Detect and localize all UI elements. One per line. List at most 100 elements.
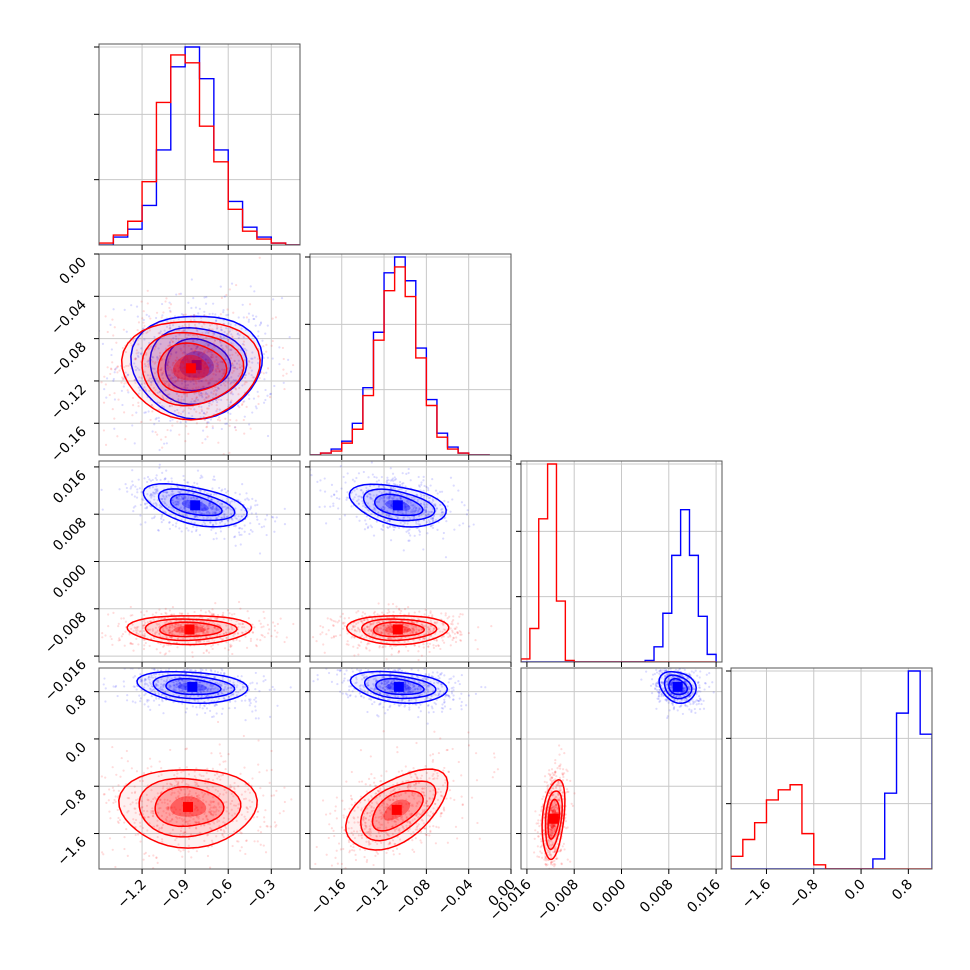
pair-0-1-red-point [199, 351, 203, 354]
pair-1-2-blue-point [318, 505, 321, 509]
pair-0-3-red-point [218, 805, 221, 809]
pair-0-3-blue-contour-2 [165, 677, 222, 696]
pair-0-2-red-point [211, 629, 215, 632]
pair-0-2-blue-point [272, 516, 275, 519]
pair-0-1-blue-point [269, 392, 273, 395]
pair-0-3-blue-point [177, 679, 180, 682]
pair-0-1-blue-point [179, 292, 183, 295]
pair-1-2-red-point [430, 615, 434, 618]
pair-1-2-red-point [366, 625, 369, 628]
pair-1-2-red-point [474, 639, 477, 642]
pair-1-2-blue-point [357, 472, 361, 475]
pair-0-3-red-point [123, 821, 126, 824]
pair-1-2-red-point [387, 632, 391, 635]
pair-1-2-red-point [413, 611, 416, 614]
pair-0-1-red-point [208, 350, 211, 353]
pair-0-3-red-point [222, 760, 225, 763]
pair-0-1-blue-point [194, 400, 197, 403]
pair-0-2-blue-point [220, 503, 224, 506]
pair-0-3-blue-point [289, 686, 292, 689]
pair-0-1-red-point [231, 362, 234, 365]
pair-1-2-blue-point [401, 482, 404, 485]
pair-1-2-red-point [452, 615, 455, 618]
pair-1-2-red-point [411, 630, 414, 633]
pair-0-2-blue-point [155, 485, 158, 488]
pair-1-2-red-point [371, 632, 375, 635]
pair-0-1-red-point [225, 293, 228, 297]
pair-0-3-blue-point [198, 706, 201, 709]
pair-0-1-red-point [131, 396, 135, 400]
pair-0-1-blue-point [194, 306, 198, 309]
pair-0-1-blue-point [190, 278, 193, 281]
pair-0-2-red-point [171, 626, 174, 629]
pair-1-2-blue-point [428, 520, 431, 523]
pair-0-1-red-point [189, 407, 192, 411]
pair-0-3-blue-point [185, 698, 188, 702]
pair-0-1-blue-point [151, 367, 154, 370]
pair-1-2-red-point [461, 613, 464, 616]
pair-0-3-red-point [165, 811, 168, 815]
pair-0-1-red-point [174, 385, 177, 388]
pair-0-1-red-point [143, 324, 146, 327]
pair-1-2-blue-point [420, 513, 423, 517]
hist-panel-3 [726, 667, 933, 874]
pair-0-2-blue-point [215, 506, 218, 509]
pair-0-1-red-point [262, 345, 265, 348]
pair-0-3-red-point [166, 782, 169, 785]
pair-0-3-red-point [190, 813, 193, 817]
pair-0-3-blue-point [173, 687, 176, 690]
pair-1-2-blue-point [389, 524, 392, 527]
pair-0-1-blue-point [243, 415, 246, 418]
pair-1-2-blue-point [383, 496, 386, 500]
pair-0-2-red-point [216, 614, 220, 617]
pair-0-3-red-point [210, 845, 213, 848]
pair-0-2-blue-point [225, 506, 229, 509]
pair-0-2-red-point [225, 641, 228, 644]
pair-0-2-red-point [177, 627, 180, 630]
pair-0-3-blue-point [133, 685, 136, 688]
pair-0-1-red-point [161, 396, 165, 399]
pair-0-2-blue-point [160, 521, 163, 524]
pair-0-1-red-point [154, 346, 157, 349]
pair-0-2-red-point [169, 620, 173, 623]
pair-0-1-red-point [238, 344, 241, 347]
pair-0-2-red-point [140, 611, 143, 614]
pair-1-2-blue-point [345, 496, 348, 499]
pair-0-1-red-point [244, 354, 248, 357]
pair-1-2-blue-point [422, 475, 425, 478]
pair-0-2-blue-point [126, 490, 129, 493]
pair-1-2-blue-point [422, 496, 426, 500]
pair-0-3-blue-point [202, 690, 205, 693]
pair-0-3-blue-point [114, 684, 118, 688]
pair-0-2-blue-point [238, 533, 241, 536]
pair-1-2-blue-point [368, 492, 372, 496]
pair-1-2-red-point [413, 628, 416, 632]
pair-0-2-blue-point [201, 512, 204, 515]
pair-1-2-red-point [409, 632, 412, 635]
pair-0-2-red-point [122, 617, 125, 620]
pair-0-2-blue-point [193, 516, 196, 519]
pair-1-2-blue-point [418, 507, 421, 510]
pair-0-1-red-point [93, 383, 95, 385]
pair-0-1-red-point [237, 393, 240, 396]
pair-0-3-red-point [96, 778, 98, 780]
pair-0-1-red-point [163, 393, 166, 396]
pair-1-2-red-point [403, 625, 406, 628]
pair-0-1-red-point [245, 405, 248, 408]
pair-0-3-blue-point [163, 679, 166, 682]
pair-0-3-blue-point [187, 679, 191, 682]
pair-0-1-blue-point [229, 401, 232, 404]
pair-0-2-blue-point [183, 506, 186, 509]
pair-0-1-red-point [208, 395, 211, 398]
pair-1-2-red-point [360, 641, 363, 644]
pair-0-3-blue-point [207, 687, 210, 690]
pair-0-1-blue-point [94, 326, 96, 328]
pair-1-2-blue-point [392, 525, 395, 529]
pair-0-1-blue-point [195, 329, 198, 332]
pair-0-1-red-point [223, 368, 226, 371]
pair-0-1-frame [98, 253, 301, 456]
pair-1-2-red-point [363, 612, 367, 615]
pair-1-2-red-point [444, 612, 447, 615]
pair-1-2-blue-point [392, 510, 395, 514]
pair-0-1-red-point [169, 355, 172, 358]
